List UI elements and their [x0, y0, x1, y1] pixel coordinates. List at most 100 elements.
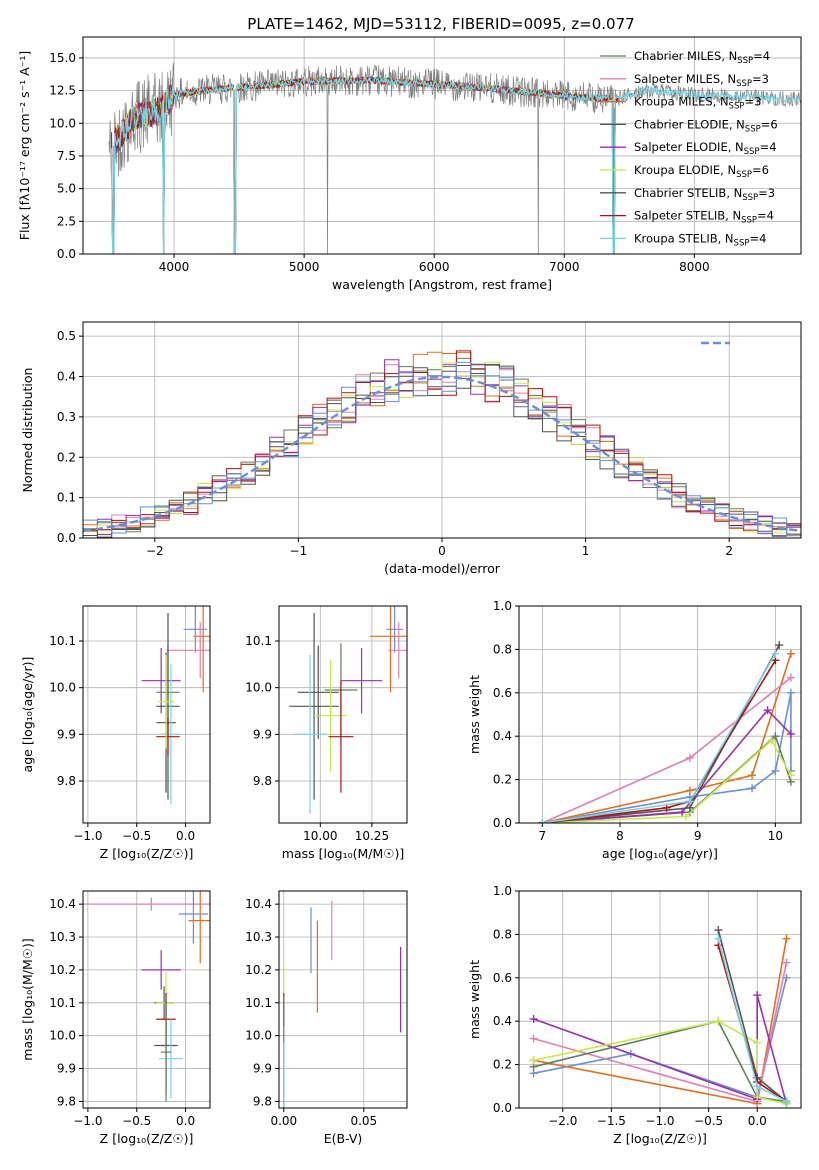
series-point — [714, 926, 723, 935]
y-tick-label: 0.4 — [493, 1014, 512, 1028]
legend-label: Chabrier MILES, NSSP=4 — [634, 49, 770, 66]
y-tick-label: 10.1 — [49, 996, 76, 1010]
y-tick-label: 1.0 — [493, 599, 512, 613]
series-point — [782, 1097, 791, 1106]
error-cross — [297, 645, 339, 739]
y-tick-label: 0.6 — [493, 971, 512, 985]
x-tick-label: −2.0 — [548, 1114, 577, 1128]
series-point — [767, 736, 776, 745]
x-tick-label: −0.5 — [122, 829, 151, 843]
y-tick-label: 0.2 — [493, 1058, 512, 1072]
y-axis-label: mass weight — [467, 675, 482, 754]
x-axis-label: wavelength [Angstrom, rest frame] — [332, 277, 552, 292]
series-point — [678, 808, 687, 817]
model-line-chabrier-miles — [111, 75, 619, 254]
error-cross — [159, 1019, 183, 1099]
y-tick-label: 10.2 — [49, 963, 76, 977]
y-tick-label: 10.3 — [49, 930, 76, 944]
y-tick-label: 10.0 — [49, 1029, 76, 1043]
series-point — [763, 706, 772, 715]
model-line-salpeter-stelib — [111, 75, 619, 254]
x-tick-label: −1.0 — [645, 1114, 674, 1128]
y-tick-label: 10.0 — [49, 681, 76, 695]
panel-age-vs-Z: −1.0 −0.5 0.0 9.8 9.9 10.0 10.1 Z [log₁₀(Z/Z☉)]… — [20, 605, 211, 861]
error-cross — [161, 664, 181, 805]
error-cross — [188, 891, 210, 964]
panel-age-vs-mass: 10.00 10.25 9.8 9.9 10.0 10.1 mass [log₁₀(M/M☉… — [245, 605, 408, 861]
series-point — [685, 753, 694, 762]
y-tick-label: 10.1 — [245, 996, 272, 1010]
y-tick-label: 10.0 — [245, 1029, 272, 1043]
error-cross — [386, 606, 403, 653]
grid — [279, 891, 407, 1108]
error-cross — [83, 897, 210, 911]
axes-frame — [278, 605, 408, 824]
plot-area — [538, 641, 795, 823]
series-point — [753, 1038, 762, 1047]
error-cross — [369, 606, 407, 693]
panel-spectrum: 4000 5000 6000 7000 8000 0.0 2.5 5.0 7.5 10.0 12.5… — [17, 36, 802, 292]
x-tick-label: 10.25 — [355, 829, 389, 843]
series-line — [542, 709, 792, 823]
model-line-kroupa-elodie — [111, 76, 619, 254]
legend-label: Chabrier ELODIE, NSSP=6 — [634, 117, 778, 134]
panel-weight-vs-Z: −2.0 −1.5 −1.0 −0.5 0.0 0.0 0.2 0.4 0.6 0.8 1.0 Z [… — [467, 884, 802, 1146]
x-tick-label: 0.05 — [350, 1114, 377, 1128]
y-tick-label: 10.1 — [49, 634, 76, 648]
plot-area — [529, 926, 791, 1108]
x-tick-label: 10.00 — [303, 829, 337, 843]
legend-label: Salpeter ELODIE, NSSP=4 — [634, 140, 777, 157]
x-tick-label: 0.0 — [176, 829, 195, 843]
model-line-chabrier-elodie — [111, 76, 619, 254]
error-cross — [141, 950, 181, 990]
series-point — [771, 649, 780, 658]
y-tick-label: 12.5 — [49, 84, 76, 98]
series-point — [771, 766, 780, 775]
series-point — [538, 819, 547, 823]
y-tick-label: 0.4 — [57, 370, 76, 384]
legend-label: Salpeter MILES, NSSP=3 — [634, 72, 769, 89]
series-line — [542, 692, 792, 823]
y-tick-label: 0.5 — [57, 329, 76, 343]
model-line-kroupa-stelib — [111, 76, 799, 254]
x-tick-label: 0.0 — [748, 1114, 767, 1128]
series-point — [748, 771, 757, 780]
series-point — [775, 641, 784, 650]
model-line-kroupa-miles — [111, 75, 619, 254]
y-tick-label: 0.2 — [57, 450, 76, 464]
axes-frame — [82, 890, 211, 1109]
error-cross — [178, 891, 209, 944]
x-tick-label: −0.5 — [122, 1114, 151, 1128]
x-tick-label: −0.5 — [694, 1114, 723, 1128]
legend: Chabrier MILES, NSSP=4 Salpeter MILES, NS… — [600, 49, 778, 248]
x-tick-label: 8000 — [679, 260, 710, 274]
x-tick-label: −1.5 — [597, 1114, 626, 1128]
series-point — [786, 771, 795, 780]
x-tick-label: 10 — [768, 829, 783, 843]
series-point — [714, 934, 723, 943]
series-point — [786, 730, 795, 739]
grid — [83, 606, 210, 823]
grid — [519, 605, 801, 824]
axes-frame — [278, 890, 408, 1109]
series-point — [529, 1056, 538, 1065]
y-tick-label: 10.0 — [49, 116, 76, 130]
normal-curve — [83, 375, 801, 533]
plot-area — [108, 63, 801, 254]
y-tick-label: 9.9 — [57, 727, 76, 741]
series-line — [542, 653, 792, 823]
model-line-salpeter-elodie — [111, 75, 619, 254]
error-cross — [141, 648, 181, 714]
series-point — [786, 688, 795, 697]
y-tick-label: 9.9 — [253, 727, 272, 741]
x-tick-label: 0.0 — [176, 1114, 195, 1128]
panel-mass-vs-Z: −1.0 −0.5 0.0 9.8 9.9 10.0 10.1 10.2 10.3 10.4 Z [… — [20, 890, 211, 1146]
x-tick-label: 5000 — [289, 260, 320, 274]
x-tick-label: −1.0 — [73, 1114, 102, 1128]
series-point — [529, 1015, 538, 1024]
y-tick-label: 15.0 — [49, 51, 76, 65]
series-point — [685, 786, 694, 795]
x-tick-label: −1 — [290, 544, 308, 558]
x-tick-label: 7 — [538, 829, 546, 843]
